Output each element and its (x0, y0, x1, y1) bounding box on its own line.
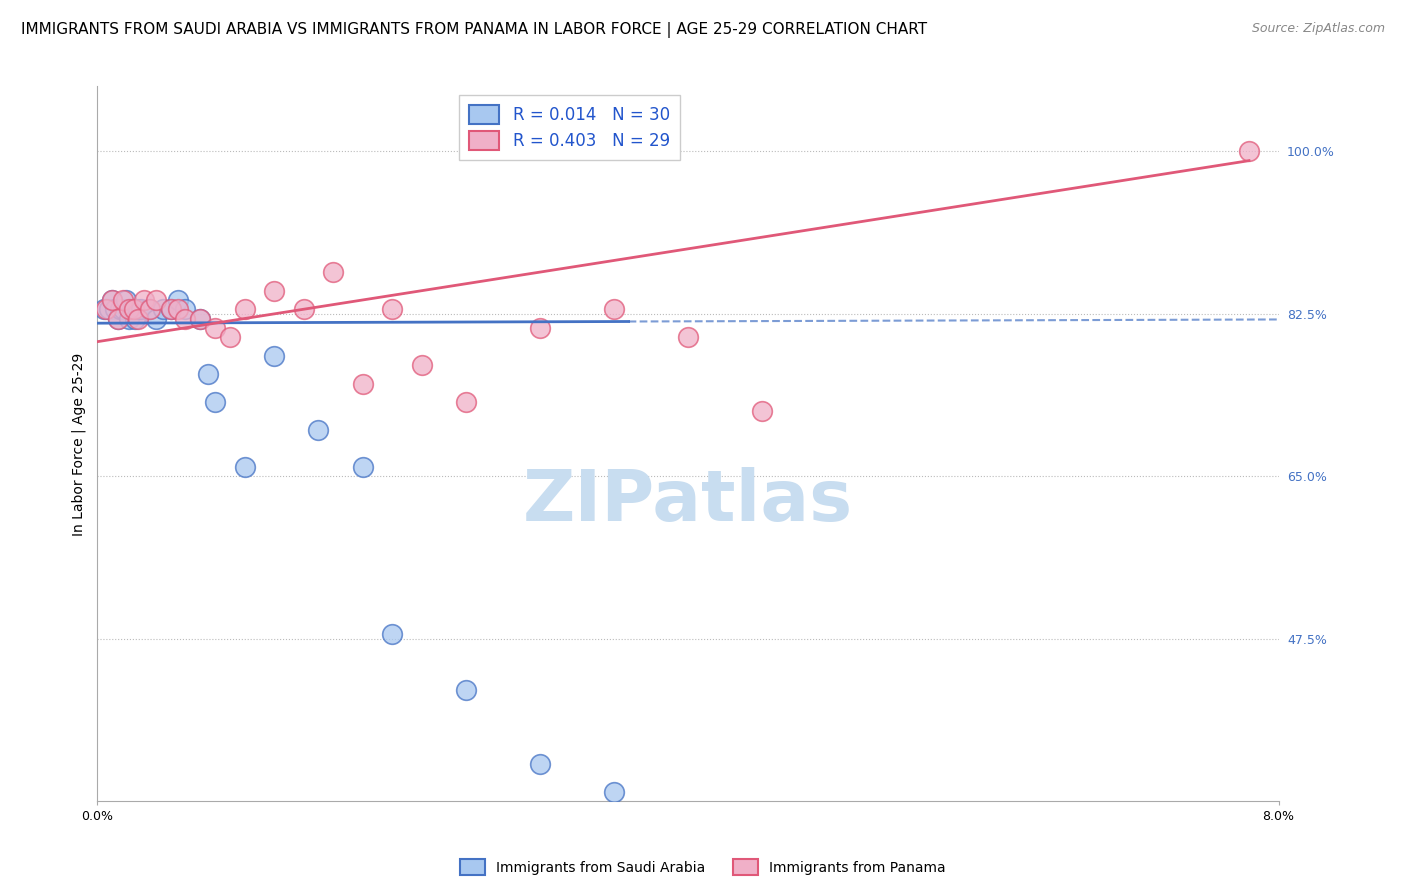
Point (110, 302, 132, 317)
Point (93, 302, 115, 317)
Point (529, 757, 551, 772)
Point (127, 311, 149, 326)
Point (174, 302, 197, 317)
Point (263, 284, 285, 298)
Point (107, 311, 129, 326)
Point (1237, 145, 1260, 159)
Y-axis label: In Labor Force | Age 25-29: In Labor Force | Age 25-29 (72, 352, 86, 535)
Point (124, 311, 146, 326)
Text: IMMIGRANTS FROM SAUDI ARABIA VS IMMIGRANTS FROM PANAMA IN LABOR FORCE | AGE 25-2: IMMIGRANTS FROM SAUDI ARABIA VS IMMIGRAN… (21, 22, 927, 38)
Point (145, 293, 167, 307)
Point (122, 302, 145, 317)
Point (233, 302, 256, 317)
Point (100, 293, 122, 307)
Point (188, 311, 211, 326)
Point (751, 404, 773, 418)
Point (307, 423, 329, 437)
Point (174, 311, 197, 326)
Legend: Immigrants from Saudi Arabia, Immigrants from Panama: Immigrants from Saudi Arabia, Immigrants… (454, 854, 952, 880)
Point (456, 395, 478, 409)
Point (352, 376, 374, 391)
Point (115, 293, 138, 307)
Point (139, 302, 162, 317)
Text: Source: ZipAtlas.com: Source: ZipAtlas.com (1251, 22, 1385, 36)
Point (411, 358, 433, 372)
Point (204, 321, 226, 335)
Point (159, 302, 181, 317)
Point (529, 321, 551, 335)
Point (603, 302, 626, 317)
Point (188, 311, 211, 326)
Legend: R = 0.014   N = 30, R = 0.403   N = 29: R = 0.014 N = 30, R = 0.403 N = 29 (460, 95, 679, 160)
Point (112, 302, 135, 317)
Point (94, 302, 117, 317)
Point (197, 368, 219, 382)
Point (152, 302, 174, 317)
Point (263, 349, 285, 363)
Point (112, 293, 135, 307)
Point (127, 302, 149, 317)
Point (456, 683, 478, 698)
Point (167, 293, 190, 307)
Point (107, 311, 129, 326)
Point (218, 330, 240, 344)
Point (103, 302, 125, 317)
Point (97, 302, 120, 317)
Point (603, 785, 626, 799)
Point (100, 293, 122, 307)
Point (204, 395, 226, 409)
Point (167, 302, 190, 317)
Point (118, 311, 141, 326)
Point (233, 460, 256, 475)
Point (138, 302, 160, 317)
Point (292, 302, 315, 317)
Point (381, 627, 404, 641)
Point (121, 302, 143, 317)
Point (145, 311, 167, 326)
Point (322, 265, 344, 279)
Text: ZIPatlas: ZIPatlas (523, 467, 853, 535)
Point (676, 330, 699, 344)
Point (352, 460, 374, 475)
Point (159, 302, 181, 317)
Point (381, 302, 404, 317)
Point (129, 302, 152, 317)
Point (118, 302, 141, 317)
Point (134, 293, 156, 307)
